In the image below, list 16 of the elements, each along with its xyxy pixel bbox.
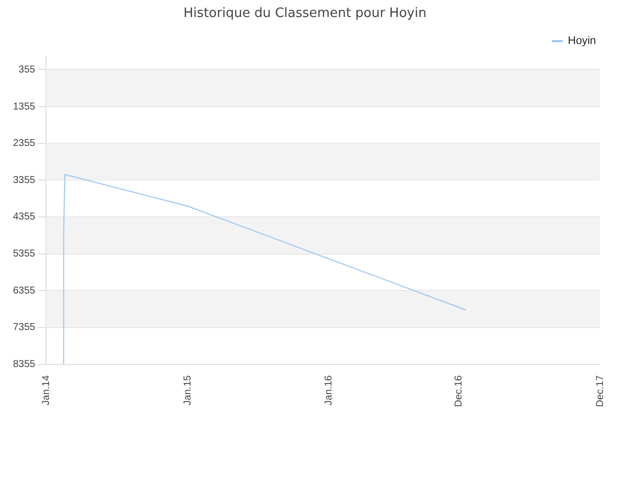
y-tick-label: 5355 — [12, 248, 36, 260]
x-tick-label: Dec.16 — [453, 374, 464, 408]
x-tick-label: Jan.16 — [324, 374, 335, 406]
y-tick-label: 6355 — [12, 285, 36, 296]
x-tick-label: Jan.14 — [40, 374, 52, 406]
chart-title: Historique du Classement pour Hoyin — [184, 6, 426, 22]
y-tick-label: 3355 — [12, 174, 36, 186]
y-tick-label: 2355 — [12, 138, 36, 150]
y-tick-label: 1355 — [12, 101, 36, 112]
y-tick-label: 4355 — [12, 212, 36, 223]
y-tick-label: 355 — [18, 64, 36, 76]
y-tick-label: 8355 — [12, 359, 36, 370]
x-tick-label: Dec.17 — [594, 374, 606, 408]
y-tick-label: 7355 — [12, 322, 36, 334]
x-tick-label: Jan.15 — [182, 374, 194, 406]
legend-label: Hoyin — [568, 35, 596, 48]
